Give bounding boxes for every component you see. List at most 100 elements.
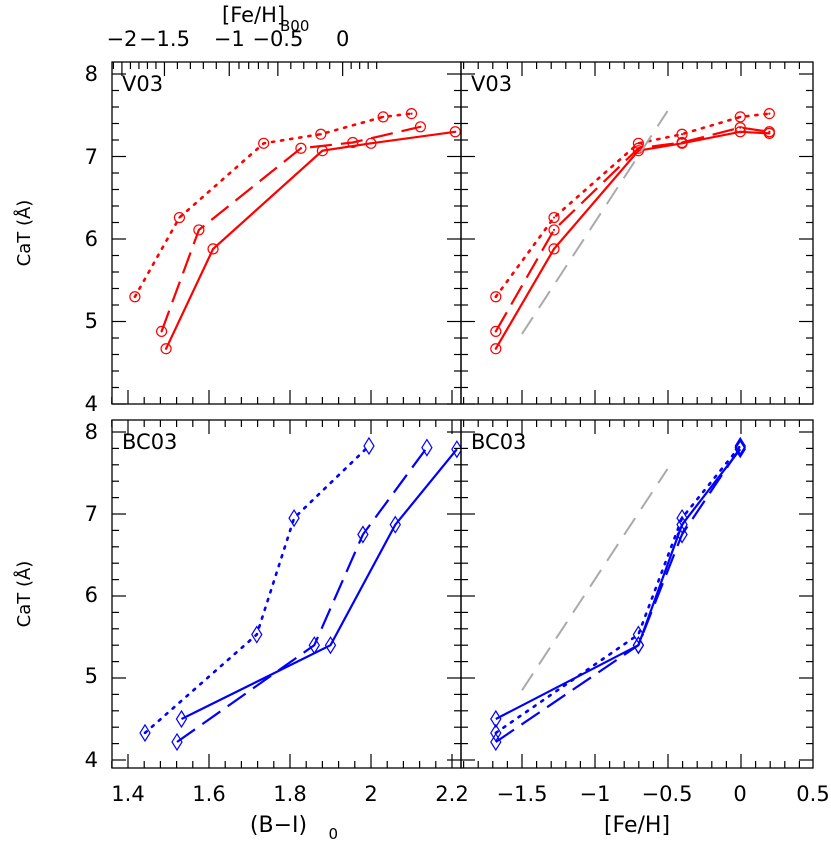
data-point-center <box>552 228 556 232</box>
x-tick-label: 1.6 <box>192 782 225 806</box>
data-point-center <box>768 130 771 133</box>
data-point-circle <box>632 137 645 149</box>
data-point-circle <box>160 343 172 355</box>
data-point-circle <box>763 107 775 120</box>
data-point-diamond <box>139 723 151 743</box>
y-tick-label: 6 <box>85 227 98 251</box>
x-axis-label-sub: 0 <box>329 825 339 840</box>
series-line-dotted <box>494 112 771 299</box>
data-point-circle <box>365 137 377 149</box>
data-point-center <box>133 295 136 298</box>
panel-plot-area <box>139 436 461 752</box>
data-point-center <box>494 295 497 298</box>
x-tick-label: 2 <box>364 782 377 806</box>
data-point-diamond <box>288 508 300 528</box>
x-tick-label: −1.5 <box>497 782 548 806</box>
data-point-center <box>321 149 324 152</box>
y-axis-label: CaT (Å) <box>13 200 35 267</box>
data-point-circle <box>734 122 746 134</box>
data-point-center <box>454 130 457 133</box>
data-point-circle <box>173 211 186 224</box>
data-point-circle <box>156 325 168 337</box>
data-point-diamond <box>251 625 263 644</box>
series-line-dashed <box>160 125 421 332</box>
series-line-dashed <box>495 446 742 743</box>
data-point-circle <box>193 224 205 236</box>
data-point-center <box>768 132 771 135</box>
series-line-dotted <box>133 112 413 299</box>
data-point-center <box>494 347 497 350</box>
panel-top-left: 4 5 6 7 8 CaT (Å) −2 −1.5 −1 −0.5 0 [Fe/H]B00 V03 <box>13 3 462 416</box>
data-point-center <box>197 228 200 232</box>
y-tick-label: 5 <box>85 309 98 333</box>
data-point-center <box>178 216 181 219</box>
data-point-circle <box>734 111 746 123</box>
data-point-circle <box>763 126 775 138</box>
x-tick-label: −1 <box>580 782 611 806</box>
series-line-solid <box>495 448 742 720</box>
series-line-dotted <box>494 444 742 735</box>
data-point-diamond <box>357 525 369 544</box>
data-point-center <box>160 330 163 333</box>
y-axis-label: CaT (Å) <box>13 561 35 628</box>
data-point-diamond <box>451 440 461 459</box>
data-point-circle <box>490 291 502 303</box>
data-point-circle <box>548 224 560 236</box>
panel-plot-area <box>490 436 746 752</box>
top-axis-label-sub: B00 <box>280 17 309 35</box>
data-point-circle <box>258 137 270 149</box>
top-axis-tick-label: −1 <box>214 27 245 51</box>
series-line-reference <box>521 110 669 335</box>
panel-label: BC03 <box>471 430 526 454</box>
top-axis-tick-label: −2 <box>106 27 137 51</box>
data-point-diamond <box>734 436 746 456</box>
panel-frame <box>460 61 814 405</box>
panel-frame <box>111 419 462 769</box>
data-point-circle <box>548 211 560 224</box>
data-point-center <box>262 142 265 145</box>
data-point-diamond <box>734 440 746 459</box>
data-point-diamond <box>324 636 337 655</box>
panel-plot-area <box>490 107 775 355</box>
panel-frame <box>460 419 814 769</box>
data-point-center <box>299 147 303 150</box>
data-point-diamond <box>632 625 645 644</box>
data-point-circle <box>207 243 219 255</box>
data-point-diamond <box>676 525 688 544</box>
data-point-center <box>419 125 422 128</box>
data-point-circle <box>377 111 389 123</box>
data-point-center <box>739 115 742 118</box>
y-tick-label: 4 <box>85 748 98 772</box>
panel-plot-area <box>129 107 461 355</box>
data-point-diamond <box>632 636 645 655</box>
data-point-diamond <box>175 709 188 729</box>
top-axis-tick-label: 0 <box>336 27 349 51</box>
data-point-circle <box>490 325 502 337</box>
data-point-circle <box>449 126 461 138</box>
data-point-diamond <box>676 508 688 528</box>
y-tick-label: 5 <box>85 664 98 688</box>
data-point-center <box>739 126 742 129</box>
data-point-diamond <box>490 723 502 743</box>
panel-label: V03 <box>471 72 512 96</box>
top-axis-tick-label: −0.5 <box>252 27 303 51</box>
data-point-center <box>552 216 556 219</box>
panel-label: BC03 <box>122 430 177 454</box>
panel-label: V03 <box>122 72 163 96</box>
data-point-center <box>552 247 556 250</box>
data-point-diamond <box>421 438 433 457</box>
data-point-circle <box>676 128 688 140</box>
y-tick-label: 8 <box>85 62 98 86</box>
series-line-dotted <box>143 444 371 735</box>
data-point-center <box>768 112 771 115</box>
data-point-center <box>494 330 497 333</box>
data-point-diamond <box>389 515 402 534</box>
top-axis-label: [Fe/H] <box>222 3 285 27</box>
y-tick-label: 7 <box>85 502 98 526</box>
x-tick-label: 0 <box>733 782 746 806</box>
data-point-center <box>382 115 385 118</box>
series-line-reference <box>521 468 669 691</box>
panel-top-right: V03 <box>460 61 814 405</box>
data-point-circle <box>414 121 427 133</box>
panel-bottom-right: −1.5 −1 −0.5 0 0.5 [Fe/H] BC03 <box>460 419 830 838</box>
